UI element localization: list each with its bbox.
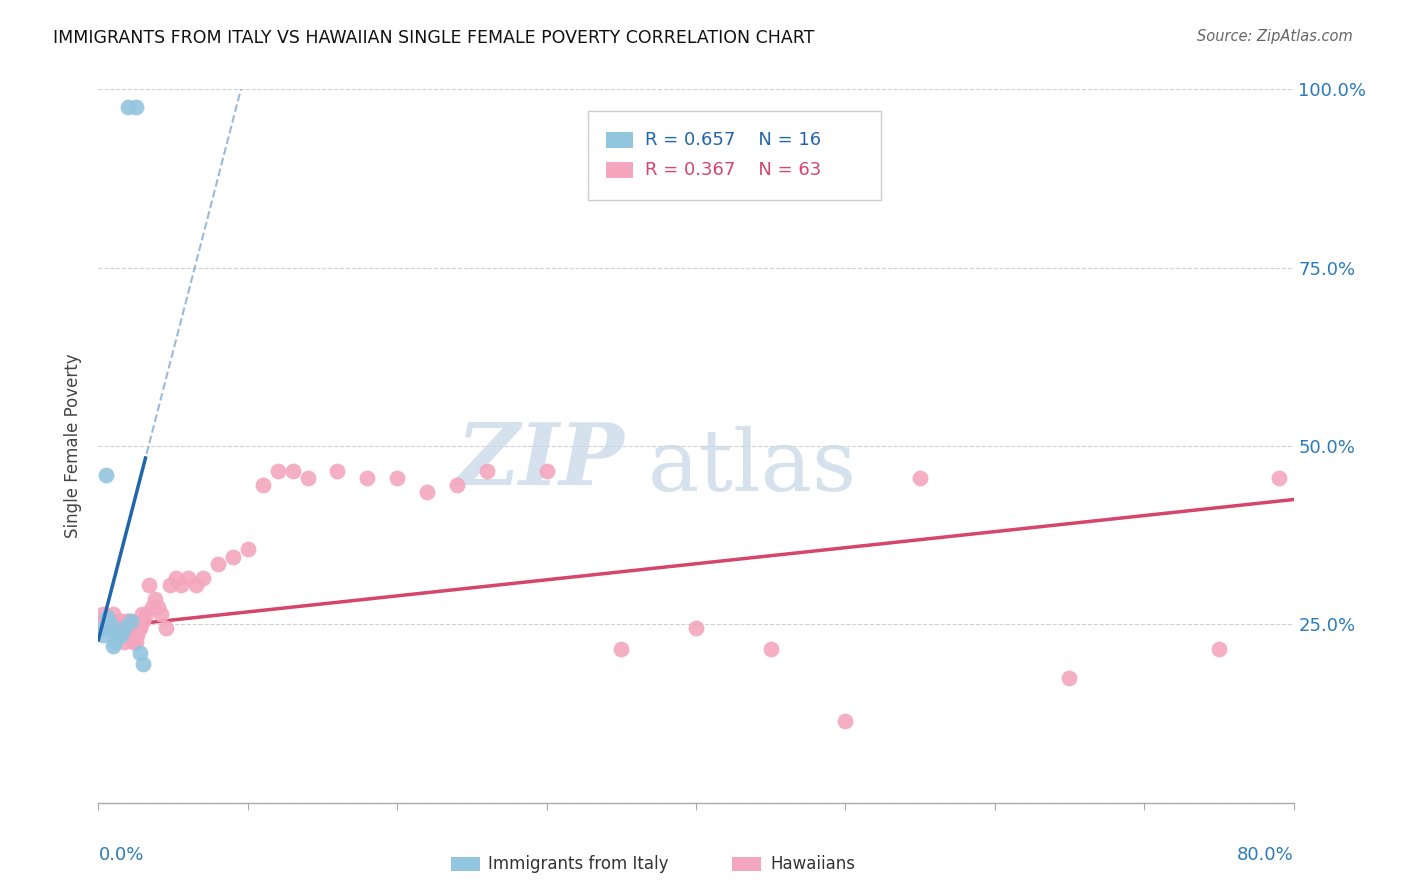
Point bbox=[114, 621, 136, 635]
Text: Source: ZipAtlas.com: Source: ZipAtlas.com bbox=[1197, 29, 1353, 44]
Point bbox=[131, 607, 153, 621]
FancyBboxPatch shape bbox=[733, 857, 761, 871]
Point bbox=[127, 628, 149, 642]
FancyBboxPatch shape bbox=[606, 162, 633, 178]
Point bbox=[155, 621, 177, 635]
Point bbox=[110, 614, 132, 628]
Point bbox=[141, 599, 163, 614]
Point bbox=[117, 100, 139, 114]
Point bbox=[1059, 671, 1081, 685]
Point bbox=[326, 464, 349, 478]
Point bbox=[150, 607, 173, 621]
Point bbox=[132, 614, 155, 628]
Point bbox=[236, 542, 259, 557]
Point bbox=[281, 464, 304, 478]
Point bbox=[908, 471, 931, 485]
Point bbox=[121, 635, 143, 649]
Point bbox=[297, 471, 319, 485]
Point bbox=[104, 621, 127, 635]
Point bbox=[475, 464, 498, 478]
Point bbox=[91, 628, 114, 642]
Point bbox=[165, 571, 187, 585]
Point bbox=[759, 642, 782, 657]
Text: atlas: atlas bbox=[648, 425, 858, 509]
Point bbox=[103, 639, 125, 653]
Point bbox=[222, 549, 245, 564]
Point bbox=[143, 592, 166, 607]
Point bbox=[111, 628, 134, 642]
Point bbox=[105, 621, 128, 635]
Point bbox=[110, 628, 132, 642]
Point bbox=[97, 621, 120, 635]
Point bbox=[148, 599, 170, 614]
Point bbox=[112, 621, 135, 635]
Text: 0.0%: 0.0% bbox=[98, 846, 143, 863]
Point bbox=[834, 714, 856, 728]
Point bbox=[118, 628, 141, 642]
Text: R = 0.367    N = 63: R = 0.367 N = 63 bbox=[644, 161, 821, 178]
Text: ZIP: ZIP bbox=[457, 418, 624, 502]
FancyBboxPatch shape bbox=[606, 132, 633, 148]
Point bbox=[125, 635, 148, 649]
Point bbox=[610, 642, 633, 657]
Y-axis label: Single Female Poverty: Single Female Poverty bbox=[65, 354, 83, 538]
Point bbox=[108, 628, 131, 642]
Point bbox=[93, 621, 115, 635]
Point bbox=[117, 614, 139, 628]
Point bbox=[98, 617, 122, 632]
Point bbox=[129, 646, 152, 660]
Point bbox=[138, 578, 160, 592]
Point bbox=[356, 471, 378, 485]
Point bbox=[1208, 642, 1230, 657]
Point bbox=[536, 464, 558, 478]
Text: 80.0%: 80.0% bbox=[1237, 846, 1294, 863]
FancyBboxPatch shape bbox=[451, 857, 479, 871]
Point bbox=[184, 578, 207, 592]
Point bbox=[129, 621, 152, 635]
Point bbox=[96, 621, 118, 635]
Point bbox=[685, 621, 707, 635]
Point bbox=[446, 478, 468, 492]
Point bbox=[125, 100, 148, 114]
Point bbox=[107, 628, 129, 642]
Point bbox=[120, 614, 142, 628]
Point bbox=[91, 607, 114, 621]
Text: R = 0.657    N = 16: R = 0.657 N = 16 bbox=[644, 131, 821, 149]
Point bbox=[103, 607, 125, 621]
Point bbox=[115, 614, 138, 628]
Point bbox=[96, 610, 118, 624]
Point bbox=[104, 635, 127, 649]
Point bbox=[93, 614, 115, 628]
Point bbox=[159, 578, 181, 592]
Point bbox=[1267, 471, 1289, 485]
Point bbox=[107, 614, 129, 628]
Point bbox=[132, 657, 155, 671]
Text: IMMIGRANTS FROM ITALY VS HAWAIIAN SINGLE FEMALE POVERTY CORRELATION CHART: IMMIGRANTS FROM ITALY VS HAWAIIAN SINGLE… bbox=[53, 29, 815, 46]
Point bbox=[124, 621, 146, 635]
Point bbox=[252, 478, 274, 492]
Point bbox=[120, 614, 142, 628]
Point bbox=[207, 557, 229, 571]
Point bbox=[112, 635, 135, 649]
Point bbox=[135, 607, 157, 621]
Point bbox=[94, 614, 117, 628]
Text: Hawaiians: Hawaiians bbox=[770, 855, 855, 873]
Point bbox=[94, 467, 117, 482]
Point bbox=[385, 471, 409, 485]
Point bbox=[416, 485, 439, 500]
Point bbox=[191, 571, 214, 585]
FancyBboxPatch shape bbox=[589, 111, 882, 200]
Point bbox=[177, 571, 200, 585]
Point bbox=[267, 464, 290, 478]
Point bbox=[101, 621, 124, 635]
Point bbox=[169, 578, 191, 592]
Text: Immigrants from Italy: Immigrants from Italy bbox=[488, 855, 668, 873]
Point bbox=[97, 621, 120, 635]
Point bbox=[98, 614, 122, 628]
Point bbox=[128, 621, 150, 635]
